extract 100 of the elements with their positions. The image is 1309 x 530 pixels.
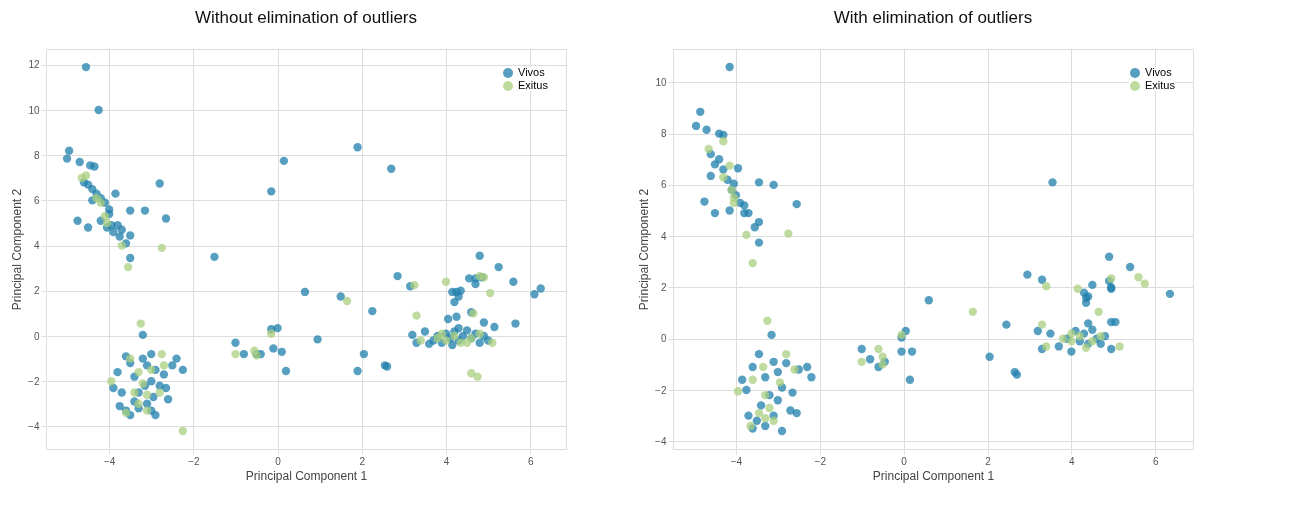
- chart-title: With elimination of outliers: [833, 8, 1033, 27]
- point: [725, 161, 734, 170]
- y-tick-label: 6: [33, 194, 40, 206]
- point: [107, 377, 116, 386]
- point: [96, 198, 105, 207]
- point: [761, 390, 770, 400]
- x-tick-label: 4: [1069, 455, 1076, 467]
- point: [342, 296, 352, 306]
- x-tick-label: −4: [103, 455, 116, 467]
- point: [765, 403, 774, 413]
- point: [748, 258, 757, 268]
- point: [467, 369, 476, 378]
- point: [763, 316, 772, 325]
- point: [142, 390, 152, 399]
- legend-label: Vivos: [518, 66, 546, 78]
- y-tick-label: 2: [33, 285, 40, 297]
- x-tick-label: 6: [527, 455, 534, 467]
- point: [1094, 307, 1103, 316]
- point: [130, 388, 139, 397]
- y-tick-label: 4: [660, 230, 667, 242]
- point: [790, 365, 799, 374]
- point: [1134, 273, 1143, 282]
- x-tick-label: 6: [1152, 455, 1159, 467]
- point: [704, 144, 713, 154]
- y-tick-label: −4: [655, 435, 667, 447]
- y-tick-label: 8: [33, 149, 40, 161]
- x-tick-label: 2: [359, 455, 366, 467]
- y-axis-title: Principal Component 2: [637, 188, 652, 311]
- point: [1042, 282, 1051, 291]
- y-tick-label: 8: [660, 128, 667, 140]
- point: [475, 329, 484, 338]
- legend-label: Exitus: [1145, 79, 1176, 91]
- point: [117, 241, 126, 250]
- y-axis-title: Principal Component 2: [10, 188, 25, 311]
- point: [1073, 284, 1082, 293]
- y-tick-label: 2: [660, 281, 667, 293]
- point: [719, 137, 728, 146]
- point: [742, 230, 751, 240]
- point: [1075, 332, 1084, 341]
- x-tick-label: 4: [443, 455, 450, 467]
- point: [1042, 342, 1051, 351]
- point: [410, 280, 419, 290]
- y-tick-label: 6: [660, 179, 667, 191]
- y-tick-label: 0: [660, 333, 667, 345]
- point: [488, 338, 497, 347]
- x-axis-title: Principal Component 1: [872, 468, 995, 483]
- point: [157, 349, 166, 359]
- point: [719, 173, 728, 182]
- point: [758, 362, 768, 372]
- y-tick-label: −4: [28, 420, 40, 432]
- y-tick-label: −2: [28, 375, 40, 387]
- point: [450, 331, 459, 341]
- point: [1088, 337, 1097, 346]
- point: [1140, 279, 1149, 288]
- x-tick-label: −2: [188, 455, 201, 467]
- point: [1037, 320, 1047, 329]
- y-tick-label: 0: [33, 330, 40, 342]
- point: [1067, 337, 1076, 346]
- point: [857, 357, 866, 366]
- point: [775, 378, 785, 387]
- point: [754, 408, 764, 418]
- point: [134, 367, 143, 377]
- point: [729, 198, 738, 208]
- point: [748, 375, 757, 384]
- point: [155, 388, 164, 397]
- y-tick-label: 12: [28, 59, 40, 71]
- point: [782, 349, 791, 359]
- point: [134, 399, 143, 408]
- point: [416, 336, 425, 345]
- x-tick-label: −2: [814, 455, 827, 467]
- point: [1081, 343, 1091, 352]
- point: [123, 262, 133, 272]
- x-tick-label: 2: [985, 455, 992, 467]
- point: [784, 229, 793, 238]
- x-tick-label: −4: [730, 455, 743, 467]
- legend-label: Vivos: [1145, 66, 1173, 78]
- point: [412, 311, 421, 320]
- point: [1058, 334, 1068, 343]
- chart-title: Without elimination of outliers: [194, 8, 418, 27]
- point: [1115, 342, 1124, 351]
- y-tick-label: −2: [655, 384, 667, 396]
- point: [733, 387, 743, 396]
- legend-label: Exitus: [518, 79, 549, 91]
- point: [126, 354, 135, 363]
- point: [761, 414, 770, 423]
- point: [486, 288, 495, 298]
- point: [231, 349, 240, 359]
- point: [100, 212, 110, 221]
- y-tick-label: 10: [28, 104, 40, 116]
- point: [769, 416, 778, 425]
- y-tick-label: 4: [33, 240, 40, 252]
- x-tick-label: 0: [901, 455, 908, 467]
- y-tick-label: 10: [655, 76, 667, 88]
- point: [437, 329, 446, 338]
- x-tick-label: 0: [275, 455, 282, 467]
- point: [102, 218, 112, 228]
- point: [159, 361, 169, 370]
- point: [968, 307, 978, 316]
- point: [178, 426, 188, 436]
- point: [1096, 332, 1105, 341]
